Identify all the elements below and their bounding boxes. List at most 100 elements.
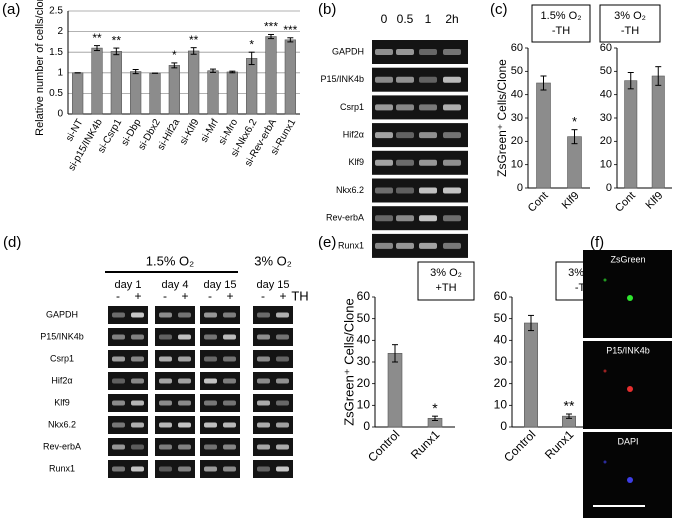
gel-band: [131, 422, 144, 428]
gel: [253, 328, 293, 346]
y-tick-label: 10: [357, 398, 371, 412]
gel-band: [257, 312, 270, 318]
x-tick-label: Runx1: [542, 427, 577, 462]
y-tick-label: 50: [511, 65, 523, 77]
gel: [200, 416, 240, 434]
gel-band: [112, 466, 125, 472]
x-tick-label: si-Klf9: [178, 117, 202, 147]
gel-band: [204, 378, 217, 384]
gel-band: [112, 312, 125, 318]
x-tick-label: Runx1: [408, 427, 443, 462]
significance: *: [172, 48, 177, 62]
gel-band: [276, 422, 289, 428]
gel-band: [204, 422, 217, 428]
significance: ***: [264, 20, 278, 34]
gel: [253, 460, 293, 478]
header-text: 1.5% O₂: [541, 10, 582, 22]
gel-band: [375, 215, 393, 222]
gene-label: P15/INK4b: [40, 331, 84, 341]
y-tick-label: 30: [511, 112, 523, 124]
gel-band: [375, 187, 393, 194]
error-bar: [571, 129, 578, 145]
gel-band: [159, 334, 172, 340]
gel-band: [131, 466, 144, 472]
gel-band: [223, 334, 236, 340]
x-tick-label: Cont: [613, 190, 638, 215]
gel-band: [159, 400, 172, 406]
gel-band: [223, 422, 236, 428]
gel-band: [375, 76, 393, 83]
gel-band: [443, 187, 461, 194]
gel-band: [419, 49, 437, 55]
gel: [108, 350, 148, 368]
y-tick-label: 60: [600, 42, 612, 54]
gel-band: [396, 215, 414, 222]
gel-band: [223, 400, 236, 406]
gel-band: [419, 76, 437, 83]
gel: [253, 438, 293, 456]
header-text: +TH: [435, 282, 456, 294]
panel-label: (e): [318, 234, 336, 251]
bar: [624, 80, 638, 189]
bar: [265, 36, 277, 115]
gel-band: [131, 378, 144, 384]
error-bar: [113, 47, 120, 56]
gene-label: Csrp1: [340, 102, 364, 112]
y-tick-label: 50: [600, 65, 612, 77]
y-tick-label: 60: [494, 289, 508, 303]
micrograph: [583, 341, 672, 429]
y-tick-label: 30: [357, 354, 371, 368]
y-tick-label: 2.5: [49, 6, 63, 17]
x-tick-label: Cont: [526, 190, 551, 215]
gel-band: [419, 132, 437, 139]
treatment-label: TH: [291, 288, 308, 303]
significance: ***: [283, 23, 297, 37]
gel-band: [396, 49, 414, 55]
gel-band: [223, 356, 236, 362]
error-bar: [528, 314, 534, 332]
treatment-sign: -: [116, 289, 120, 303]
error-bar: [432, 415, 438, 421]
gel-band: [419, 159, 437, 166]
gel: [200, 350, 240, 368]
gel-band: [276, 466, 289, 472]
error-bar: [132, 69, 139, 75]
lane-label: 0: [381, 12, 388, 26]
panel-label: (b): [318, 1, 336, 18]
gel-band: [443, 104, 461, 111]
treatment-sign: -: [261, 289, 265, 303]
header-text: 3% O₂: [614, 10, 646, 22]
gel-band: [131, 312, 144, 318]
gel-band: [204, 334, 217, 340]
significance: **: [564, 398, 575, 414]
gene-label: GAPDH: [46, 309, 78, 319]
gel-band: [223, 466, 236, 472]
bar: [149, 72, 161, 115]
image-label: ZsGreen: [610, 254, 645, 264]
bar: [536, 82, 551, 189]
significance: **: [92, 31, 102, 45]
gel: [200, 394, 240, 412]
gene-label: Hif2α: [343, 129, 364, 139]
gene-label: Klf9: [348, 157, 364, 167]
micrograph: [583, 250, 672, 338]
gel-band: [375, 49, 393, 55]
bar: [387, 353, 403, 428]
gel-band: [396, 187, 414, 194]
gel-band: [204, 400, 217, 406]
gel: [200, 306, 240, 324]
lane-label: 0.5: [397, 12, 414, 26]
gel: [200, 372, 240, 390]
gel: [253, 394, 293, 412]
gel-band: [112, 378, 125, 384]
y-tick-label: 40: [357, 333, 371, 347]
gel-band: [178, 334, 191, 340]
y-tick-label: 10: [511, 159, 523, 171]
bar: [567, 136, 582, 189]
gel-band: [443, 132, 461, 139]
gel-band: [276, 356, 289, 362]
gel-band: [257, 334, 270, 340]
bar: [524, 322, 538, 428]
y-tick-label: 20: [357, 376, 371, 390]
gel-band: [112, 334, 125, 340]
